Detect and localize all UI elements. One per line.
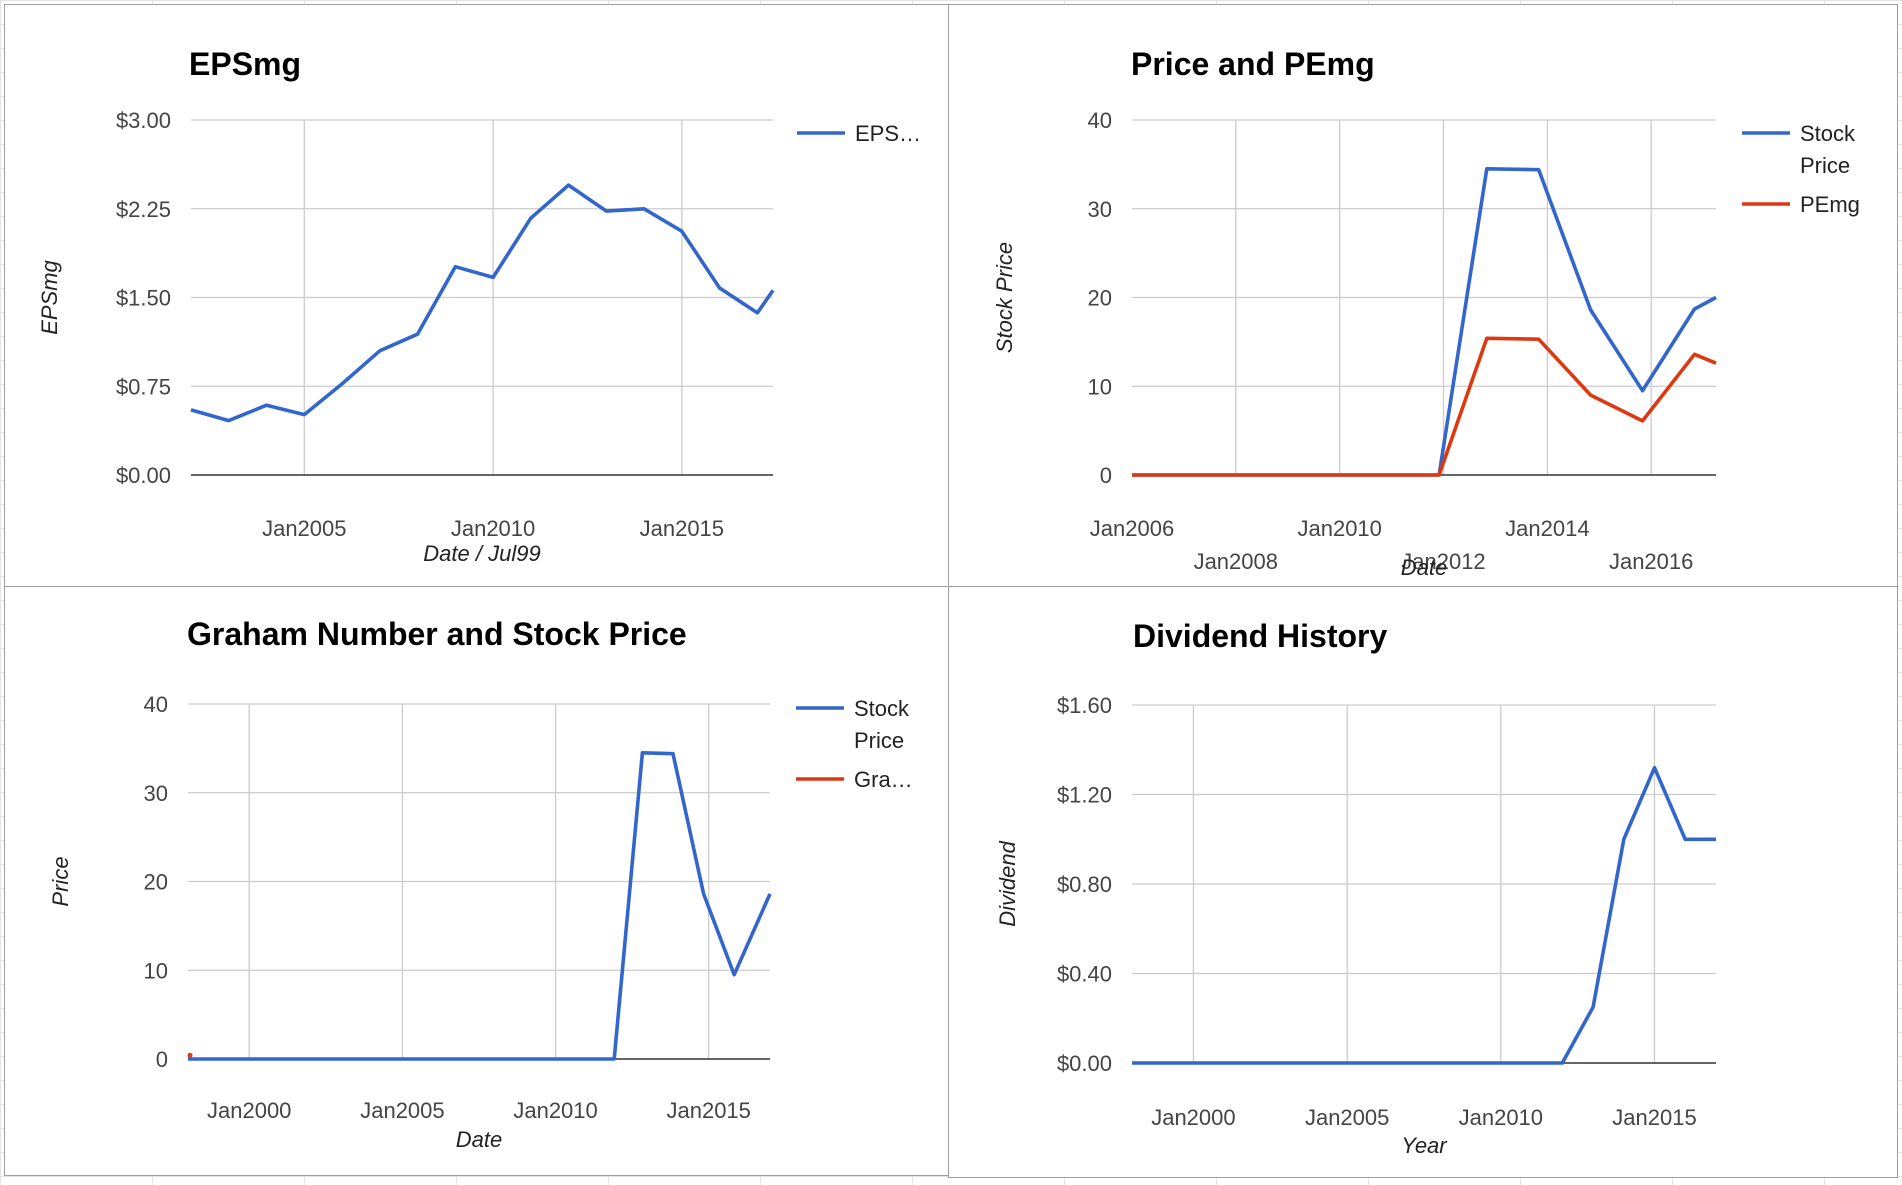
legend-label: Price (854, 728, 904, 753)
x-axis-title: Date (1401, 555, 1447, 580)
x-tick-label: Jan2005 (360, 1098, 444, 1123)
y-tick-label: $1.20 (1057, 783, 1112, 808)
x-tick-label: Jan2005 (262, 516, 346, 541)
chart-title: Dividend History (1133, 618, 1387, 654)
series-line-Stock Price (188, 751, 772, 1061)
x-axis-title: Date (456, 1127, 502, 1152)
x-tick-label: Jan2000 (207, 1098, 291, 1123)
x-tick-label: Jan2005 (1305, 1105, 1389, 1130)
series-line-PEmg (1132, 336, 1717, 477)
chart-panel-price-pemg: Price and PEmg 0 10 20 30 40 Jan2006 Jan2008 Jan… (948, 4, 1898, 590)
y-tick-label: 10 (1088, 374, 1112, 399)
x-tick-label: Jan2015 (640, 516, 724, 541)
x-axis-title: Date / Jul99 (423, 541, 540, 566)
y-tick-label: 40 (1088, 108, 1112, 133)
series-line-Dividend (1132, 765, 1716, 1065)
legend-label: Stock (854, 696, 910, 721)
legend-label: Price (1800, 153, 1850, 178)
epsmg-chart: EPSmg $0.00 $0.75 $1.50 $2.25 $3.00 Jan2005 Jan… (37, 46, 921, 566)
series-line-Stock Price (1132, 167, 1717, 477)
chart-panel-dividend: Dividend History $0.00 $0.40 $0.80 $1.20 $1.6… (948, 586, 1898, 1178)
chart-title: EPSmg (189, 46, 301, 82)
price-pemg-chart: Price and PEmg 0 10 20 30 40 Jan2006 Jan2008 Jan… (992, 46, 1860, 580)
y-tick-label: $0.00 (1057, 1051, 1112, 1076)
y-axis-title: Stock Price (992, 242, 1017, 353)
y-tick-label: $1.50 (116, 286, 171, 311)
chart-title: Price and PEmg (1131, 46, 1375, 82)
y-axis-title: Dividend (995, 840, 1020, 926)
y-tick-label: 40 (144, 692, 168, 717)
x-tick-label: Jan2016 (1609, 549, 1693, 574)
x-tick-label: Jan2010 (1459, 1105, 1543, 1130)
x-tick-label: Jan2010 (1297, 516, 1381, 541)
dividend-chart: Dividend History $0.00 $0.40 $0.80 $1.20 $1.6… (995, 618, 1716, 1158)
y-tick-label: 20 (144, 870, 168, 895)
chart-title: Graham Number and Stock Price (187, 616, 687, 652)
y-tick-label: 30 (1088, 197, 1112, 222)
series-line-EPS… (190, 183, 775, 423)
chart-panel-graham: Graham Number and Stock Price 0 10 20 30 40 Ja… (4, 586, 952, 1176)
y-axis-title: EPSmg (37, 259, 62, 334)
x-tick-label: Jan2014 (1505, 516, 1589, 541)
x-tick-label: Jan2015 (666, 1098, 750, 1123)
legend-label: Gra… (854, 767, 913, 792)
y-tick-label: $2.25 (116, 197, 171, 222)
x-axis-title: Year (1401, 1133, 1448, 1158)
x-tick-label: Jan2000 (1151, 1105, 1235, 1130)
y-tick-label: $1.60 (1057, 693, 1112, 718)
legend-label: PEmg (1800, 192, 1860, 217)
x-tick-label: Jan2010 (451, 516, 535, 541)
series-point (187, 1052, 193, 1058)
chart-panel-epsmg: EPSmg $0.00 $0.75 $1.50 $2.25 $3.00 Jan2005 Jan… (4, 4, 952, 590)
x-tick-label: Jan2010 (513, 1098, 597, 1123)
y-axis-title: Price (48, 856, 73, 906)
y-tick-label: 0 (156, 1047, 168, 1072)
y-tick-label: 0 (1100, 463, 1112, 488)
y-tick-label: 20 (1088, 286, 1112, 311)
y-tick-label: $0.40 (1057, 962, 1112, 987)
x-tick-label: Jan2008 (1194, 549, 1278, 574)
y-tick-label: $3.00 (116, 108, 171, 133)
y-tick-label: 10 (144, 958, 168, 983)
legend-label: EPS… (855, 121, 921, 146)
y-tick-label: $0.80 (1057, 872, 1112, 897)
x-tick-label: Jan2015 (1612, 1105, 1696, 1130)
x-tick-label: Jan2012 (1401, 549, 1485, 574)
y-tick-label: $0.75 (116, 374, 171, 399)
y-tick-label: $0.00 (116, 463, 171, 488)
y-tick-label: 30 (144, 781, 168, 806)
x-tick-label: Jan2006 (1090, 516, 1174, 541)
legend-label: Stock (1800, 121, 1856, 146)
graham-chart: Graham Number and Stock Price 0 10 20 30 40 Ja… (48, 616, 913, 1152)
